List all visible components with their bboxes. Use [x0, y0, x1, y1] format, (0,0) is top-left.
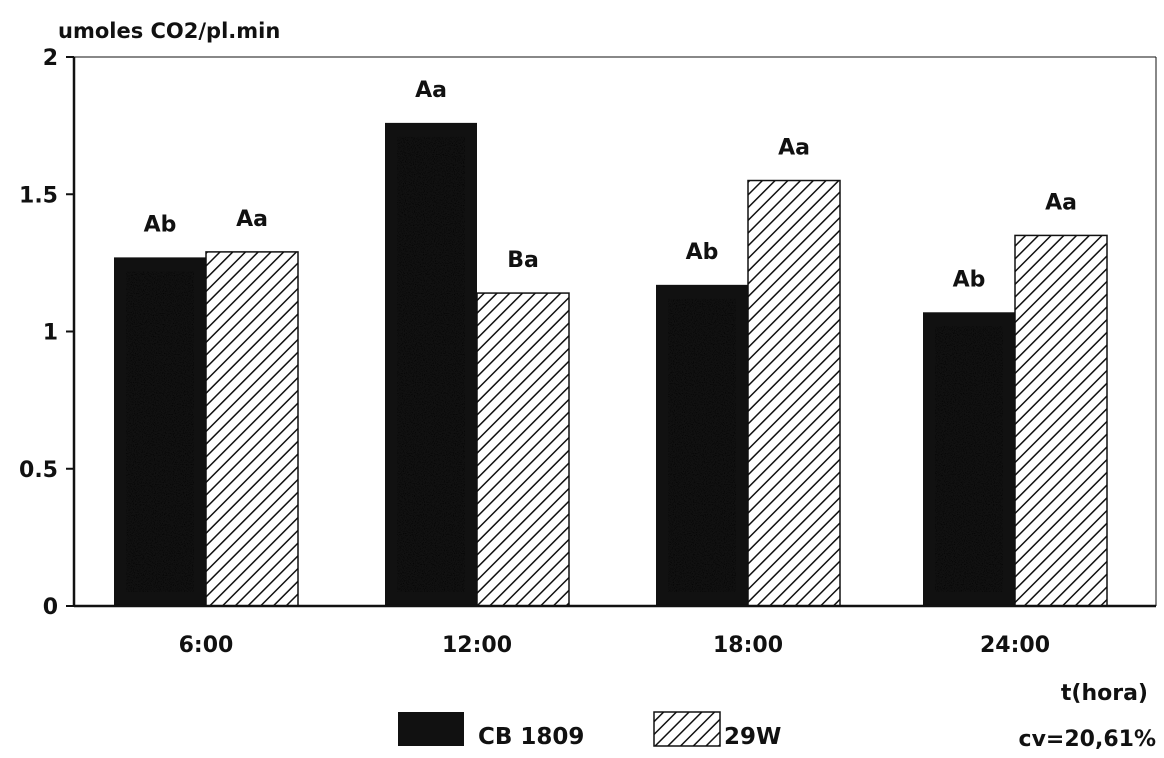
- legend: CB 1809 29W: [398, 711, 781, 750]
- y-tick-label: 0: [43, 595, 58, 620]
- bar-cb1809: [656, 284, 748, 606]
- bar-cb1809-stipple: [935, 326, 1003, 592]
- cv-annotation: cv=20,61%: [1019, 727, 1156, 752]
- bar-value-label: Aa: [236, 207, 268, 232]
- x-tick-label: 6:00: [179, 633, 234, 658]
- x-tick-label: 24:00: [980, 633, 1050, 658]
- legend-swatch-29w: [653, 711, 721, 747]
- x-tick-label: 12:00: [442, 633, 512, 658]
- bar-value-label: Ab: [144, 212, 177, 237]
- bar-value-label: Ba: [507, 248, 539, 273]
- bar-cb1809-stipple: [668, 298, 736, 592]
- bar-cb1809: [923, 312, 1015, 606]
- legend-label-29w: 29W: [724, 724, 781, 750]
- y-tick-label: 1.5: [19, 183, 58, 208]
- bar-cb1809: [114, 257, 206, 606]
- bar-value-label: Ab: [686, 240, 719, 265]
- y-axis-ticks: 0 0.5 1 1.5 2: [19, 46, 74, 620]
- bar-value-label: Aa: [1045, 190, 1077, 215]
- legend-label-cb1809: CB 1809: [478, 724, 584, 750]
- x-axis-ticks: 6:00 12:00 18:00 24:00: [179, 633, 1050, 658]
- x-axis-title: t(hora): [1061, 681, 1148, 706]
- bar-cb1809: [385, 122, 477, 606]
- y-tick-label: 2: [43, 46, 58, 71]
- y-tick-label: 1: [43, 321, 58, 346]
- x-tick-label: 18:00: [713, 633, 783, 658]
- y-axis-title: umoles CO2/pl.min: [58, 19, 280, 43]
- bar-29w: [205, 251, 299, 607]
- bar-value-label: Ab: [953, 267, 986, 292]
- bar-series: [114, 122, 1108, 607]
- bar-value-label: Aa: [778, 136, 810, 161]
- bar-29w: [476, 292, 570, 607]
- bar-29w: [747, 179, 841, 607]
- bar-29w: [1014, 234, 1108, 607]
- bar-value-label: Aa: [415, 78, 447, 103]
- legend-swatch-cb1809: [398, 712, 464, 746]
- y-tick-label: 0.5: [19, 458, 58, 483]
- bar-cb1809-stipple: [397, 136, 465, 592]
- bar-cb1809-stipple: [126, 271, 194, 592]
- bar-letter-labels: Ab Aa Aa Ba Ab Aa Ab Aa: [144, 78, 1077, 292]
